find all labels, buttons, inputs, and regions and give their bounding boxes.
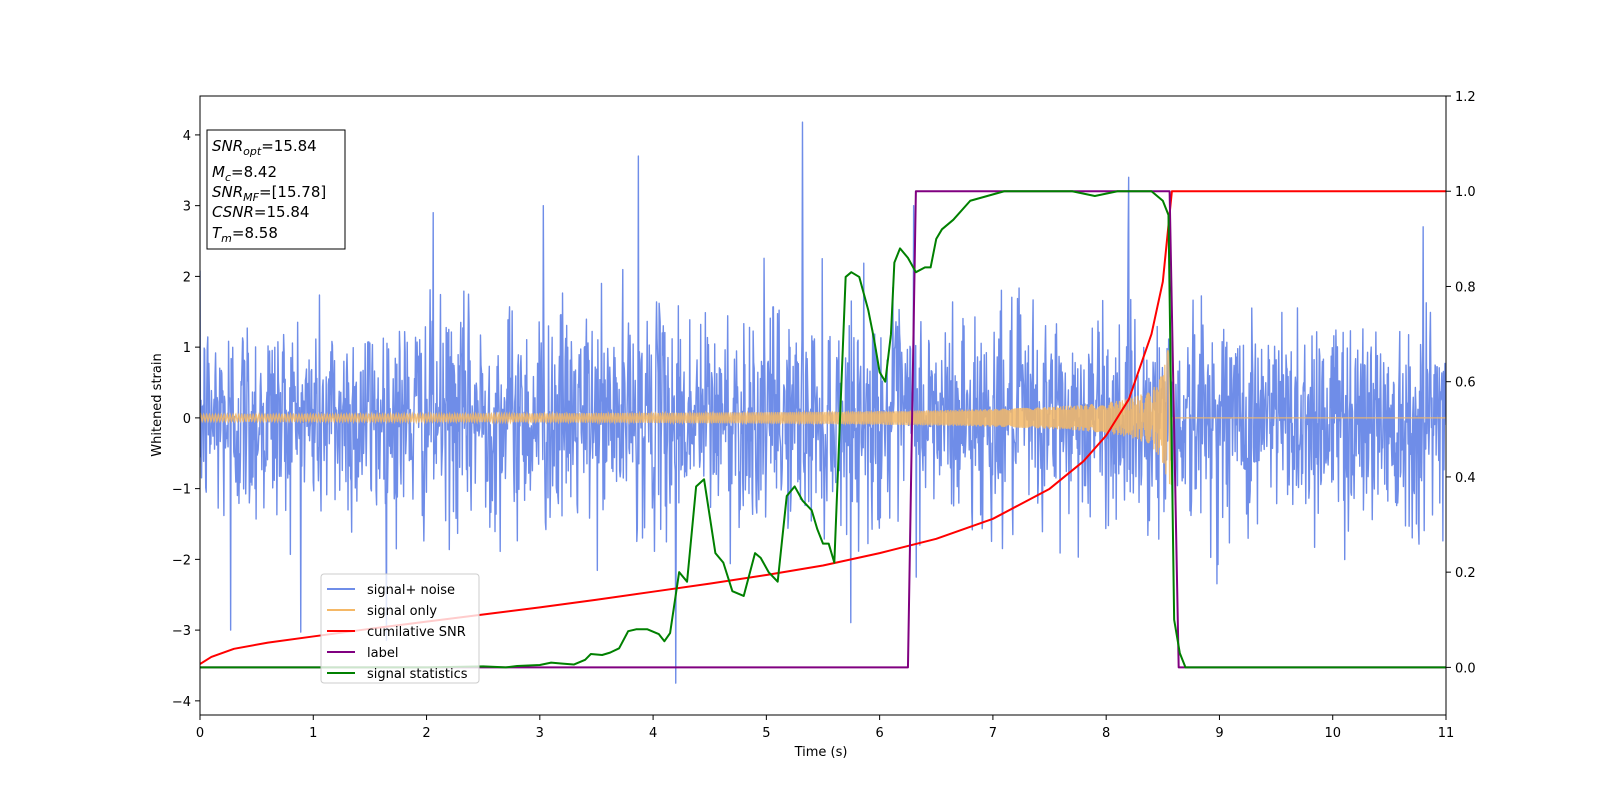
- info-line-symbol: M: [212, 163, 225, 181]
- series-signal-only-line: [200, 350, 1446, 486]
- y2-tick-label: 0.8: [1455, 280, 1476, 295]
- y2-tick-label: 1.2: [1455, 90, 1476, 105]
- legend-label: cumilative SNR: [367, 625, 466, 640]
- series-layer: [200, 121, 1446, 684]
- x-tick-label: 6: [875, 726, 883, 741]
- y-tick-label: 0: [183, 412, 191, 427]
- legend-frame: [320, 573, 480, 684]
- info-line: CSNR=15.84: [212, 203, 309, 221]
- x-tick-label: 9: [1215, 726, 1223, 741]
- info-line-symbol: SNR: [212, 137, 243, 155]
- y-axis-left: −4 −3 −2 −1 0 1 2 3 4: [172, 129, 200, 710]
- x-tick-label: 1: [309, 726, 317, 741]
- plot-frame: [199, 95, 1447, 716]
- info-line-symbol: SNR: [212, 183, 243, 201]
- y-tick-label: −2: [172, 553, 191, 568]
- series-cumulative-snr-line: [200, 190, 1446, 665]
- info-line-subscript: m: [221, 232, 232, 245]
- x-axis-label: Time (s): [794, 745, 848, 760]
- series-signal-statistics-line: [200, 190, 1446, 669]
- info-box: SNRopt=15.84Mc=8.42SNRMF=[15.78]CSNR=15.…: [206, 129, 346, 250]
- x-tick-label: 4: [649, 726, 657, 741]
- info-line-subscript: MF: [243, 191, 259, 204]
- y-tick-label: 3: [183, 200, 191, 215]
- info-box-frame: [206, 129, 346, 250]
- x-tick-label: 2: [422, 726, 430, 741]
- x-tick-label: 8: [1102, 726, 1110, 741]
- y-tick-label: 2: [183, 270, 191, 285]
- y-tick-label: 1: [183, 341, 191, 356]
- y-tick-label: −1: [172, 483, 191, 498]
- legend-item-signal-noise: signal+ noise: [327, 583, 455, 598]
- info-line: Mc=8.42: [212, 163, 277, 184]
- legend-item-cumulative-snr: cumilative SNR: [327, 625, 466, 640]
- y-tick-label: 4: [183, 129, 191, 144]
- info-line-value: =8.42: [231, 163, 277, 181]
- info-line-subscript: c: [225, 171, 231, 184]
- info-line-value: =15.84: [254, 203, 310, 221]
- x-tick-label: 0: [196, 726, 204, 741]
- x-tick-label: 3: [536, 726, 544, 741]
- info-line: SNRopt=15.84: [212, 137, 317, 158]
- y-axis-right: 0.0 0.2 0.4 0.6 0.8 1.0 1.2: [1446, 90, 1476, 676]
- y2-tick-label: 0.4: [1455, 471, 1476, 486]
- legend-item-signal-only: signal only: [327, 604, 437, 619]
- info-line-value: =[15.78]: [259, 183, 326, 201]
- y-axis-label: Whitened strain: [150, 353, 165, 456]
- info-line-value: =8.58: [232, 224, 278, 242]
- info-line-symbol: T: [212, 224, 223, 242]
- series-signal-noise-line: [200, 121, 1446, 684]
- y2-tick-label: 0.2: [1455, 566, 1476, 581]
- legend-label: label: [367, 646, 398, 661]
- legend-label: signal+ noise: [367, 583, 455, 598]
- legend-item-signal-statistics: signal statistics: [327, 667, 468, 682]
- y-tick-label: −3: [172, 624, 191, 639]
- legend-label: signal only: [367, 604, 437, 619]
- legend: signal+ noise signal only cumilative SNR la…: [320, 573, 480, 684]
- legend-item-label: label: [327, 646, 398, 661]
- x-tick-label: 7: [989, 726, 997, 741]
- x-axis: 0 1 2 3 4 5 6 7 8 9 10 11: [196, 715, 1454, 741]
- info-line: Tm=8.58: [212, 224, 278, 245]
- info-line-symbol: CSNR: [212, 203, 254, 221]
- info-line: SNRMF=[15.78]: [212, 183, 326, 204]
- y2-tick-label: 0.6: [1455, 376, 1476, 391]
- y2-tick-label: 1.0: [1455, 185, 1476, 200]
- info-line-value: =15.84: [261, 137, 317, 155]
- x-tick-label: 5: [762, 726, 770, 741]
- info-line-subscript: opt: [243, 145, 262, 158]
- x-tick-label: 11: [1438, 726, 1455, 741]
- y-tick-label: −4: [172, 695, 191, 710]
- x-tick-label: 10: [1324, 726, 1341, 741]
- y2-tick-label: 0.0: [1455, 661, 1476, 676]
- legend-label: signal statistics: [367, 667, 468, 682]
